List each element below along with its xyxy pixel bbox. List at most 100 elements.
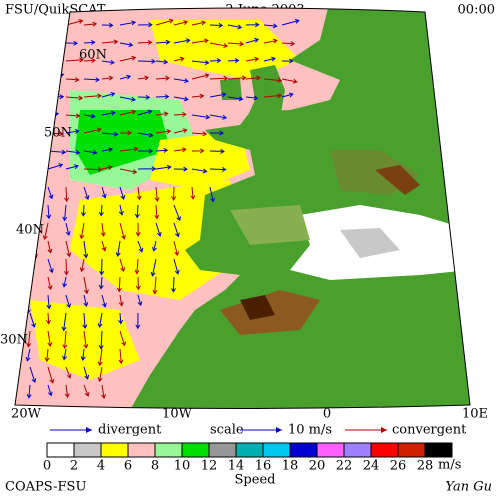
wind-arrow xyxy=(47,258,54,274)
wind-arrow xyxy=(173,204,181,222)
wind-arrow xyxy=(45,312,51,325)
wind-arrow xyxy=(173,78,190,84)
wind-arrow xyxy=(101,186,107,199)
colorbar-label: 12 xyxy=(201,459,218,474)
wind-arrow xyxy=(101,165,113,170)
wind-arrow xyxy=(79,258,85,273)
wind-arrow xyxy=(47,40,63,46)
terrain xyxy=(240,295,275,320)
colorbar-label: 8 xyxy=(151,459,159,474)
wind-arrow xyxy=(134,204,140,219)
wind-arrow xyxy=(135,312,141,330)
wind-arrow xyxy=(155,94,170,100)
wind-arrow xyxy=(227,24,243,30)
wind-arrow xyxy=(173,38,191,44)
wind-arrow xyxy=(191,73,210,80)
wind-arrow xyxy=(101,131,119,137)
wind-arrow xyxy=(119,130,133,136)
wind-arrow xyxy=(29,186,35,199)
credit: COAPS-FSU xyxy=(5,480,86,495)
wind-arrow xyxy=(155,147,169,153)
wind-arrow xyxy=(101,91,116,98)
wind-arrow xyxy=(209,42,229,49)
wind-arrow xyxy=(83,127,102,134)
wind-arrow xyxy=(155,18,174,26)
wind-arrow xyxy=(150,258,157,277)
wind-arrow xyxy=(97,312,103,328)
wind-arrow xyxy=(119,109,137,116)
wind-arrow xyxy=(65,113,81,119)
divergent-label: divergent xyxy=(98,423,162,438)
wind-arrow xyxy=(62,348,68,361)
wind-arrow xyxy=(137,294,143,307)
wind-arrow xyxy=(47,276,53,291)
lat-label: 60N xyxy=(79,48,107,63)
wind-arrow xyxy=(83,186,90,201)
wind-arrow xyxy=(65,95,84,101)
colorbar-box xyxy=(316,442,345,458)
wind-arrow xyxy=(209,92,227,98)
wind-arrow xyxy=(137,240,144,253)
wind-arrow xyxy=(29,163,45,170)
wind-arrow xyxy=(65,149,81,155)
lon-label: 20W xyxy=(11,407,42,422)
wind-arrow xyxy=(281,58,294,64)
wind-arrow xyxy=(154,186,160,203)
wind-arrow xyxy=(83,77,101,83)
wind-arrow xyxy=(134,258,140,275)
wind-arrow xyxy=(191,93,205,99)
colorbar-label: 6 xyxy=(124,459,132,474)
wind-arrow xyxy=(263,23,278,29)
wind-arrow xyxy=(263,77,283,83)
wind-arrow xyxy=(98,204,104,217)
wind-arrow xyxy=(155,39,171,45)
wind-arrow xyxy=(65,40,79,46)
scale-value: 10 m/s xyxy=(288,423,332,438)
wind-arrow xyxy=(137,166,157,172)
colorbar-label: 18 xyxy=(282,459,299,474)
wind-arrow xyxy=(281,41,296,47)
colorbar-box xyxy=(46,442,75,458)
wind-arrow xyxy=(173,96,189,102)
wind-arrow xyxy=(29,110,44,116)
wind-arrow xyxy=(137,75,150,81)
wind-arrow xyxy=(173,112,187,118)
wind-arrow xyxy=(47,240,53,254)
wind-arrow xyxy=(81,204,86,217)
wind-arrow xyxy=(155,59,169,65)
wind-arrow xyxy=(118,204,124,216)
wind-arrow xyxy=(101,384,107,400)
colorbar-label: 10 xyxy=(174,459,191,474)
wind-arrow xyxy=(25,348,31,362)
wind-arrow xyxy=(64,384,70,399)
wind-arrow xyxy=(65,222,71,237)
wind-arrow xyxy=(173,56,185,62)
wind-arrow xyxy=(46,204,52,220)
wind-arrow xyxy=(245,37,260,44)
lat-label: 30N xyxy=(0,333,28,348)
scale-label: scale xyxy=(210,423,244,438)
wind-arrow xyxy=(26,276,32,291)
wind-arrow xyxy=(47,330,53,348)
wind-arrow xyxy=(135,222,141,237)
wind-arrow xyxy=(101,294,107,308)
wind-arrow xyxy=(65,240,72,258)
colorbar-box xyxy=(262,442,291,458)
wind-arrow xyxy=(190,186,196,200)
wind-arrow xyxy=(173,240,180,257)
wind-arrow xyxy=(47,57,60,63)
colorbar-label: 0 xyxy=(43,459,51,474)
wind-arrow xyxy=(42,222,49,240)
lon-label: 0 xyxy=(323,407,331,422)
wind-arrow xyxy=(209,130,225,136)
wind-arrow xyxy=(101,110,116,116)
wind-arrow xyxy=(83,21,98,27)
wind-arrow xyxy=(173,258,180,275)
wind-arrow xyxy=(227,41,245,47)
wind-arrow xyxy=(155,75,170,81)
speed-patch xyxy=(150,20,300,80)
wind-arrow xyxy=(263,93,283,99)
wind-arrow xyxy=(155,129,172,134)
wind-arrow xyxy=(227,58,240,64)
wind-arrow xyxy=(83,330,89,349)
